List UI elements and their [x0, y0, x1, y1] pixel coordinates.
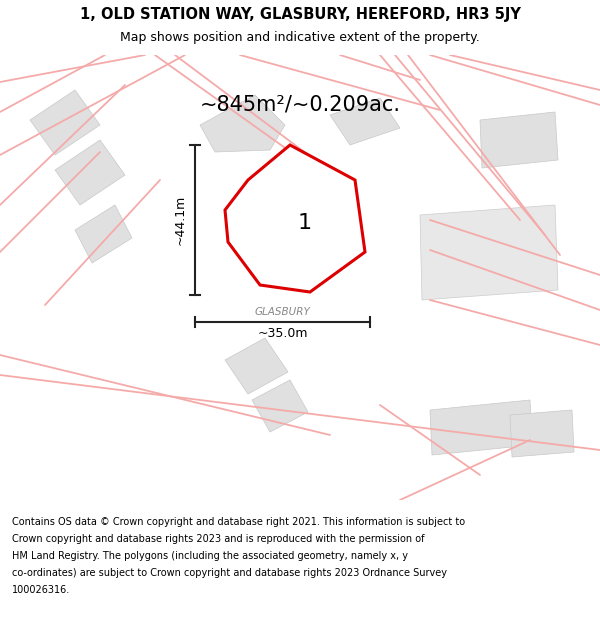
Polygon shape [200, 95, 285, 152]
Polygon shape [430, 400, 532, 455]
Polygon shape [75, 205, 132, 263]
Text: 1, OLD STATION WAY, GLASBURY, HEREFORD, HR3 5JY: 1, OLD STATION WAY, GLASBURY, HEREFORD, … [80, 8, 520, 22]
Text: ~845m²/~0.209ac.: ~845m²/~0.209ac. [199, 95, 401, 115]
Text: GLASBURY: GLASBURY [254, 307, 310, 317]
Text: Map shows position and indicative extent of the property.: Map shows position and indicative extent… [120, 31, 480, 44]
Polygon shape [252, 380, 308, 432]
Text: Crown copyright and database rights 2023 and is reproduced with the permission o: Crown copyright and database rights 2023… [12, 534, 425, 544]
Polygon shape [55, 140, 125, 205]
Text: HM Land Registry. The polygons (including the associated geometry, namely x, y: HM Land Registry. The polygons (includin… [12, 551, 408, 561]
Text: co-ordinates) are subject to Crown copyright and database rights 2023 Ordnance S: co-ordinates) are subject to Crown copyr… [12, 568, 447, 578]
Polygon shape [330, 98, 400, 145]
Polygon shape [510, 410, 574, 457]
Text: ~44.1m: ~44.1m [174, 195, 187, 245]
Polygon shape [225, 338, 288, 394]
Polygon shape [420, 205, 558, 300]
Polygon shape [225, 145, 365, 292]
Text: Contains OS data © Crown copyright and database right 2021. This information is : Contains OS data © Crown copyright and d… [12, 517, 465, 527]
Text: 100026316.: 100026316. [12, 585, 70, 595]
Polygon shape [30, 90, 100, 155]
Polygon shape [480, 112, 558, 168]
Text: ~35.0m: ~35.0m [257, 327, 308, 340]
Text: 1: 1 [298, 213, 312, 233]
